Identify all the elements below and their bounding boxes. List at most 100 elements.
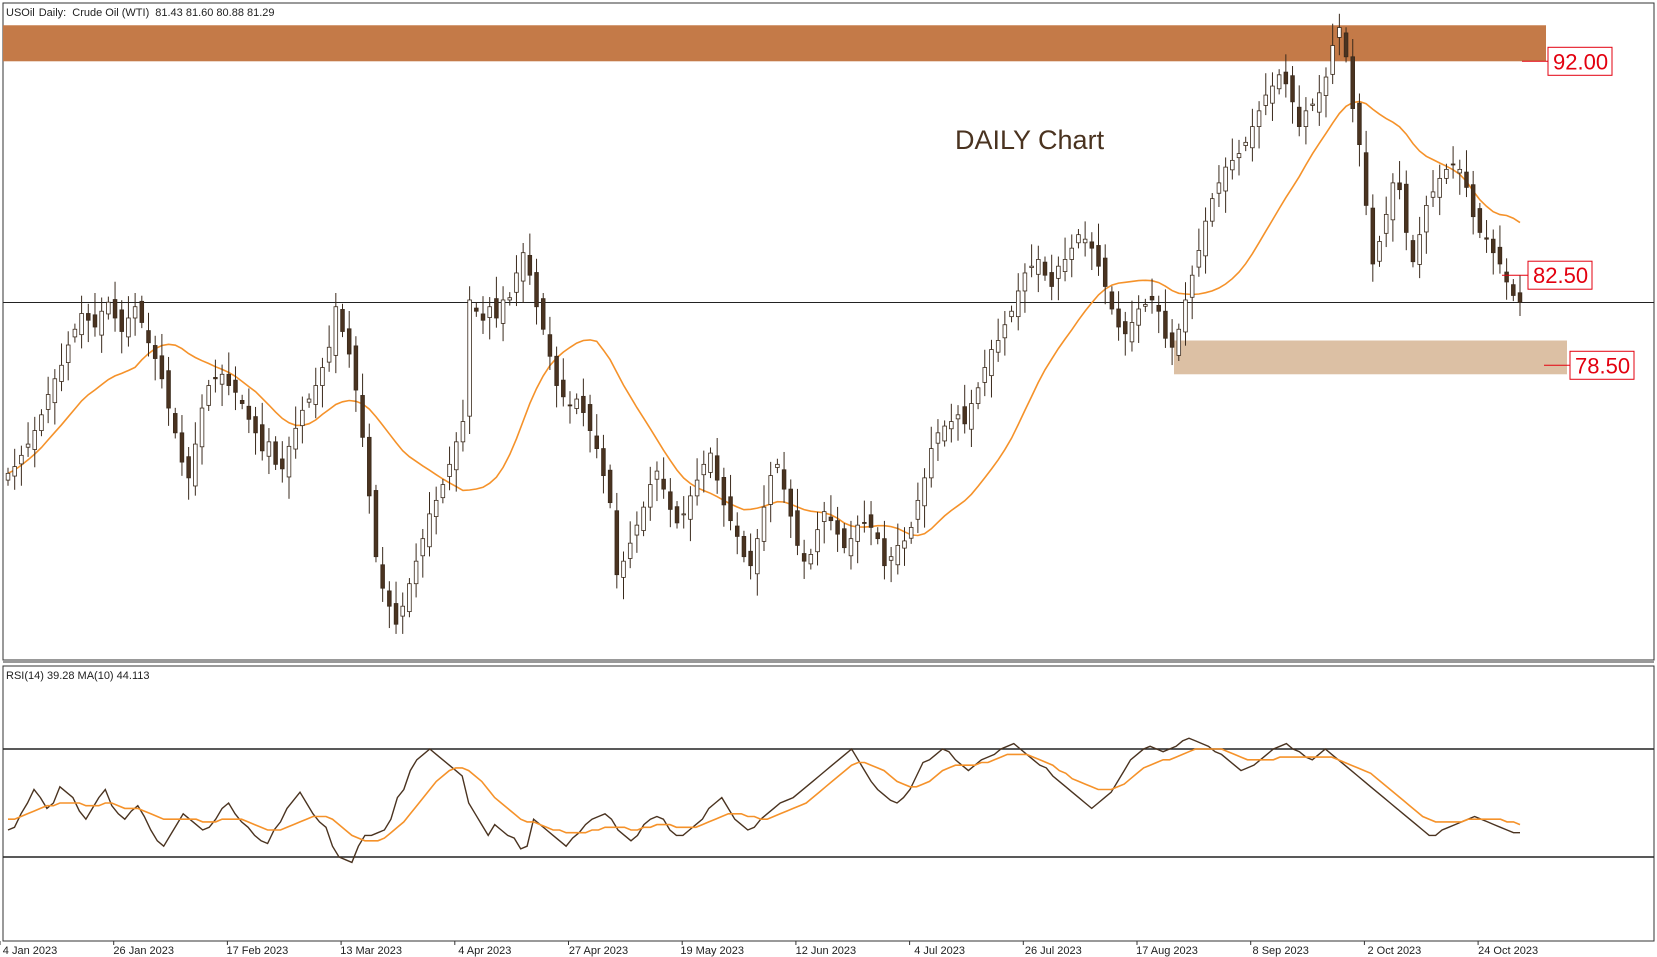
candle bbox=[427, 492, 432, 557]
candle-body bbox=[1123, 321, 1128, 335]
candle-body bbox=[1417, 234, 1422, 265]
candle bbox=[768, 461, 773, 523]
candle-body bbox=[1082, 238, 1088, 244]
candle-body bbox=[514, 272, 519, 293]
candle bbox=[5, 467, 11, 486]
candle bbox=[661, 457, 666, 499]
candle-body bbox=[708, 452, 713, 473]
candle bbox=[1477, 202, 1483, 239]
candle bbox=[755, 528, 760, 596]
candle bbox=[273, 436, 278, 470]
header-name: Crude Oil (WTI) bbox=[72, 7, 149, 19]
candle-body bbox=[1504, 271, 1509, 283]
candle bbox=[1363, 130, 1369, 216]
candle bbox=[1490, 229, 1496, 275]
candle-body bbox=[1096, 245, 1101, 267]
candle bbox=[1310, 98, 1315, 112]
candle bbox=[1404, 170, 1409, 251]
candle bbox=[86, 303, 91, 343]
candle-body bbox=[1129, 322, 1135, 343]
candle bbox=[815, 511, 820, 566]
candle bbox=[1276, 69, 1282, 95]
candle bbox=[561, 358, 566, 407]
candle bbox=[346, 311, 352, 368]
candle-body bbox=[400, 605, 405, 617]
candle-body bbox=[1015, 290, 1021, 318]
candle-body bbox=[380, 564, 385, 589]
candle-body bbox=[567, 404, 573, 407]
candle-body bbox=[561, 379, 566, 398]
candle-body bbox=[1424, 205, 1429, 233]
candle-body bbox=[353, 345, 359, 391]
candle bbox=[373, 484, 379, 563]
candle bbox=[862, 500, 867, 533]
candle-body bbox=[527, 254, 533, 276]
candle bbox=[714, 438, 720, 494]
candle-body bbox=[106, 301, 111, 315]
candle bbox=[467, 286, 472, 434]
level-box bbox=[1527, 260, 1593, 290]
candle bbox=[1350, 39, 1355, 123]
candle bbox=[842, 523, 847, 554]
candle bbox=[1156, 295, 1161, 334]
candle bbox=[440, 478, 446, 504]
candle bbox=[1042, 256, 1048, 281]
candle-body bbox=[253, 416, 258, 434]
candle bbox=[554, 346, 559, 408]
candle-body bbox=[206, 385, 211, 406]
candle bbox=[955, 405, 961, 441]
candle bbox=[1517, 274, 1523, 316]
candle bbox=[173, 407, 178, 439]
candle-body bbox=[1490, 238, 1496, 254]
candle bbox=[1417, 216, 1422, 279]
candle-body bbox=[755, 538, 760, 575]
candle-body bbox=[955, 414, 961, 420]
candle bbox=[1450, 146, 1456, 179]
candle bbox=[1497, 225, 1503, 274]
candle bbox=[1290, 66, 1295, 124]
candle-body bbox=[714, 455, 720, 481]
candle-body bbox=[179, 432, 185, 463]
candle bbox=[380, 546, 385, 602]
candle-body bbox=[45, 394, 51, 410]
candle-body bbox=[581, 395, 586, 413]
candle-body bbox=[995, 340, 1001, 353]
candle bbox=[668, 478, 673, 528]
candle-body bbox=[601, 448, 606, 477]
candle bbox=[500, 286, 506, 342]
candle-body bbox=[139, 300, 145, 323]
candle-body bbox=[728, 496, 733, 522]
candle bbox=[507, 292, 513, 306]
candle bbox=[320, 357, 325, 408]
candle-body bbox=[781, 469, 787, 490]
candle bbox=[139, 295, 145, 329]
candle-body bbox=[1136, 308, 1141, 326]
candle-body bbox=[1370, 207, 1376, 265]
candle-body bbox=[621, 560, 626, 578]
candle bbox=[1317, 75, 1322, 126]
candle-body bbox=[929, 448, 934, 479]
candle-body bbox=[25, 443, 31, 448]
candle bbox=[1096, 223, 1101, 276]
candle-body bbox=[32, 430, 38, 450]
candle-body bbox=[246, 405, 252, 420]
candle-body bbox=[1029, 265, 1034, 268]
candle bbox=[1109, 286, 1115, 315]
candle bbox=[1390, 173, 1396, 242]
candle bbox=[641, 501, 646, 537]
candle bbox=[1116, 291, 1121, 341]
candle bbox=[1337, 13, 1342, 56]
candle-body bbox=[99, 310, 104, 336]
header-timeframe: Daily: bbox=[39, 7, 67, 19]
candle bbox=[688, 486, 693, 542]
candle bbox=[1082, 221, 1088, 257]
candle bbox=[460, 399, 466, 452]
candle-body bbox=[293, 427, 298, 450]
candle-body bbox=[1357, 102, 1362, 146]
candle bbox=[1504, 258, 1509, 300]
candle bbox=[808, 548, 814, 570]
candle bbox=[1330, 23, 1335, 85]
main-panel-frame bbox=[2, 2, 1655, 661]
candle-body bbox=[989, 349, 994, 377]
candle bbox=[226, 352, 232, 396]
